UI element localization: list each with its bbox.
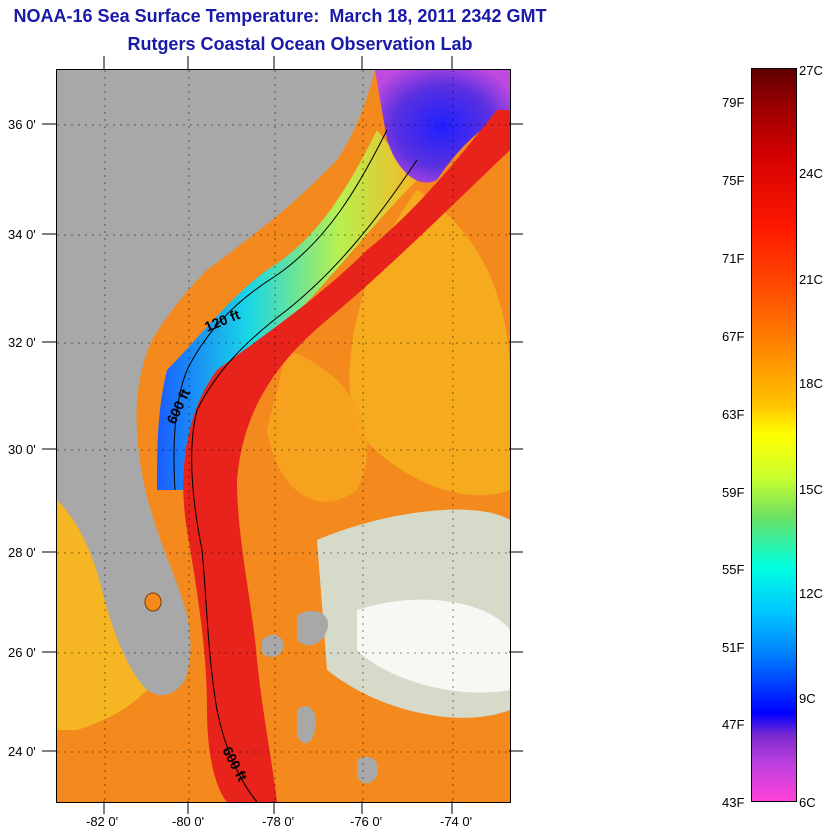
- temperature-colorbar: [751, 68, 797, 802]
- contour-600ft: [191, 159, 418, 802]
- colorbar-f-51: 51F: [722, 640, 745, 655]
- colorbar-c-6: 6C: [799, 795, 816, 810]
- eddy-region: [267, 350, 368, 502]
- colorbar-f-43: 43F: [722, 795, 745, 810]
- colorbar-f-63: 63F: [722, 407, 745, 422]
- contour-120ft: [173, 129, 388, 491]
- colorbar-c-18: 18C: [799, 376, 823, 391]
- sst-map: 120 ft 600 ft 600 ft: [56, 69, 511, 803]
- lat-label-34: 34 0': [8, 227, 36, 242]
- cloud-white-region: [357, 599, 510, 693]
- lat-label-32: 32 0': [8, 335, 36, 350]
- colorbar-c-9: 9C: [799, 691, 816, 706]
- cold-shelf-water: [375, 70, 510, 183]
- colorbar-f-55: 55F: [722, 562, 745, 577]
- map-title: NOAA-16 Sea Surface Temperature: March 1…: [13, 6, 547, 26]
- lat-label-28: 28 0': [8, 545, 36, 560]
- island-grand-bahama: [297, 610, 328, 646]
- colorbar-c-12: 12C: [799, 586, 823, 601]
- lat-label-26: 26 0': [8, 645, 36, 660]
- lat-label-36: 36 0': [8, 117, 36, 132]
- colorbar-f-75: 75F: [722, 173, 745, 188]
- colorbar-c-27: 27C: [799, 63, 823, 78]
- colorbar-f-79: 79F: [722, 95, 745, 110]
- map-axis-ticks: [42, 56, 523, 814]
- colorbar-f-67: 67F: [722, 329, 745, 344]
- colorbar-f-47: 47F: [722, 717, 745, 732]
- lon-label-78: -78 0': [262, 814, 295, 829]
- colorbar-c-15: 15C: [799, 482, 823, 497]
- lat-lon-grid: [57, 70, 510, 802]
- colorbar-f-71: 71F: [722, 251, 745, 266]
- lon-label-82: -82 0': [86, 814, 119, 829]
- lake-okeechobee: [144, 592, 162, 612]
- lon-label-76: -76 0': [350, 814, 383, 829]
- lat-label-30: 30 0': [8, 442, 36, 457]
- sst-map-graphic: 120 ft 600 ft 600 ft: [57, 70, 510, 802]
- lon-label-80: -80 0': [172, 814, 205, 829]
- land-us-east-coast: [57, 70, 375, 696]
- map-subtitle: Rutgers Coastal Ocean Observation Lab: [127, 34, 473, 54]
- gulf-of-mexico-water: [57, 500, 147, 730]
- island-andros: [297, 706, 316, 744]
- island-eleuthera: [357, 756, 379, 784]
- colorbar-c-21: 21C: [799, 272, 823, 287]
- island-abaco: [262, 634, 284, 657]
- colorbar-f-59: 59F: [722, 485, 745, 500]
- lon-label-74: -74 0': [440, 814, 473, 829]
- gulf-stream: [183, 110, 510, 802]
- colorbar-c-24: 24C: [799, 166, 823, 181]
- lat-label-24: 24 0': [8, 744, 36, 759]
